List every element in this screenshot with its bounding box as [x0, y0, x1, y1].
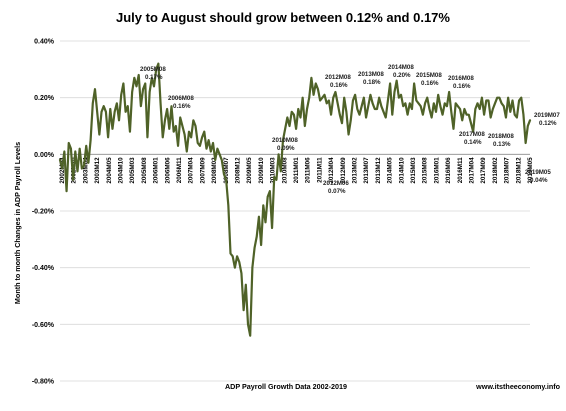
- x-tick-label: 2003M04: [82, 157, 89, 184]
- x-tick-label: 2008M02: [211, 157, 218, 184]
- annotation-value: 0.16%: [173, 103, 191, 110]
- annotation-value: 0.17%: [145, 74, 163, 81]
- annotation-date: 2016M08: [448, 75, 474, 82]
- x-tick-label: 2011M11: [316, 157, 323, 183]
- x-tick-label: 2011M06: [305, 157, 312, 183]
- annotation-value: 0.14%: [464, 139, 482, 146]
- annotation-value: 0.04%: [530, 177, 548, 184]
- source-credit: www.itstheeconomy.info: [475, 382, 560, 391]
- y-tick-label: -0.20%: [32, 209, 55, 216]
- annotation-date: 2010M08: [272, 137, 298, 144]
- x-tick-label: 2010M03: [270, 157, 277, 184]
- series-line: [58, 62, 532, 337]
- x-tick-label: 2012M09: [340, 157, 347, 184]
- x-tick-label: 2006M01: [153, 157, 160, 184]
- annotations: 2005M080.17%2006M080.16%2010M080.09%2012…: [140, 64, 560, 195]
- y-tick-label: -0.60%: [32, 322, 55, 329]
- x-tick-label: 2017M04: [469, 157, 476, 184]
- x-tick-label: 2006M11: [176, 157, 183, 183]
- x-tick-label: 2014M10: [398, 157, 405, 184]
- x-tick-label: 2018M02: [492, 157, 499, 184]
- chart-title: July to August should grow between 0.12%…: [116, 10, 450, 25]
- x-tick-label: 2002M04: [59, 157, 66, 184]
- annotation-date: 2012M06: [323, 180, 349, 187]
- annotation-value: 0.16%: [453, 83, 471, 90]
- annotation-date: 2018M08: [488, 133, 514, 140]
- annotation-date: 2014M08: [388, 64, 414, 71]
- annotation-value: 0.16%: [330, 82, 348, 89]
- x-tick-label: 2008M07: [223, 157, 230, 184]
- annotation-date: 2017M08: [459, 131, 485, 138]
- annotation-value: 0.20%: [393, 72, 411, 79]
- annotation-value: 0.18%: [363, 79, 381, 86]
- x-tick-label: 2004M05: [106, 157, 113, 184]
- x-tick-label: 2013M12: [375, 157, 382, 184]
- x-tick-label: 2011M01: [293, 157, 300, 183]
- x-tick-label: 2013M07: [363, 157, 370, 184]
- annotation-date: 2019M07: [534, 112, 560, 119]
- annotation-value: 0.16%: [421, 80, 439, 87]
- x-tick-label: 2008M12: [235, 157, 242, 184]
- annotation-value: 0.09%: [277, 145, 295, 152]
- x-tick-label: 2016M06: [445, 157, 452, 184]
- x-tick-label: 2016M01: [433, 157, 440, 184]
- x-tick-label: 2010M08: [281, 157, 288, 184]
- x-tick-label: 2004M10: [118, 157, 125, 184]
- x-axis-ticks: 2002M04 2002M10 2003M04 2003M12 2004M05 2004M…: [59, 157, 534, 184]
- x-tick-label: 2009M10: [258, 157, 265, 184]
- x-tick-label: 2005M03: [129, 157, 136, 184]
- x-tick-label: 2013M02: [352, 157, 359, 184]
- x-tick-label: 2012M04: [328, 157, 335, 184]
- x-tick-label: 2015M03: [410, 157, 417, 184]
- y-axis-ticks: 0.40% 0.20% 0.00% -0.20% -0.40% -0.60% -0.80%: [32, 39, 55, 386]
- annotation-value: 0.13%: [493, 141, 511, 148]
- x-tick-label: 2017M09: [480, 157, 487, 184]
- y-tick-label: -0.40%: [32, 265, 55, 272]
- y-tick-label: 0.40%: [34, 39, 55, 46]
- x-tick-label: 2006M06: [164, 157, 171, 184]
- y-axis-label: Month to month Changes in ADP Payroll Le…: [13, 142, 22, 304]
- annotation-date: 2013M08: [358, 71, 384, 78]
- x-axis-label: ADP Payroll Growth Data 2002-2019: [225, 382, 347, 391]
- y-tick-label: 0.20%: [34, 95, 55, 102]
- annotation-date: 2012M08: [325, 74, 351, 81]
- x-tick-label: 2007M04: [188, 157, 195, 184]
- series-layer: [58, 62, 532, 337]
- annotation-date: 2005M08: [140, 66, 166, 73]
- gridlines: [60, 40, 530, 382]
- y-tick-label: 0.00%: [34, 152, 55, 159]
- annotation-date: 2015M08: [416, 72, 442, 79]
- x-tick-label: 2007M09: [199, 157, 206, 184]
- annotation-date: 2019M05: [525, 169, 551, 176]
- x-tick-label: 2016M11: [457, 157, 464, 183]
- x-tick-label: 2005M08: [141, 157, 148, 184]
- annotation-value: 0.07%: [328, 188, 346, 195]
- x-tick-label: 2009M05: [246, 157, 253, 184]
- x-tick-label: 2015M08: [422, 157, 429, 184]
- x-tick-label: 2014M05: [387, 157, 394, 184]
- x-tick-label: 2018M12: [515, 157, 522, 184]
- x-tick-label: 2003M12: [94, 157, 101, 184]
- annotation-date: 2006M08: [168, 95, 194, 102]
- x-tick-label: 2018M07: [504, 157, 511, 184]
- y-tick-label: -0.80%: [32, 379, 55, 386]
- annotation-value: 0.12%: [539, 120, 557, 127]
- x-tick-label: 2019M05: [527, 157, 534, 184]
